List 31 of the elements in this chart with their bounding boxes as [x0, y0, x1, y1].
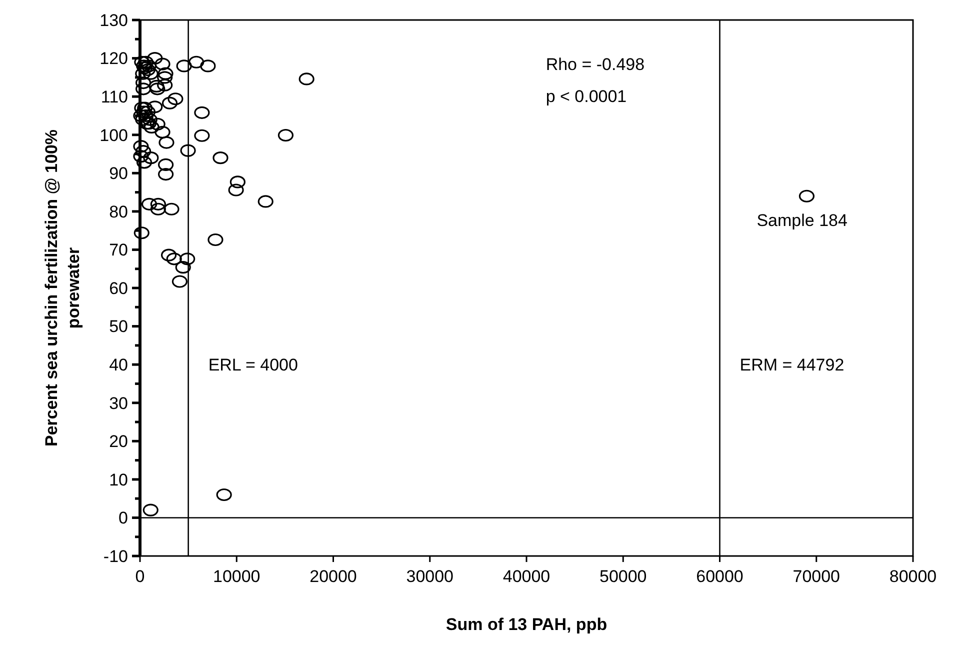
x-tick-label: 80000 — [889, 567, 937, 586]
y-tick-label: 70 — [109, 240, 128, 260]
y-tick-label: 20 — [109, 432, 128, 452]
y-tick-label: 80 — [109, 202, 128, 222]
y-tick-label: 30 — [109, 394, 128, 413]
x-tick-label: 50000 — [599, 567, 647, 586]
annotation: ERM = 44792 — [740, 356, 844, 375]
y-tick-label: 60 — [109, 278, 128, 298]
y-tick-label: 50 — [109, 317, 128, 336]
x-tick-label: 0 — [135, 567, 145, 586]
y-tick-label: 90 — [109, 164, 128, 184]
x-tick-label: 40000 — [502, 567, 550, 586]
annotation: Rho = -0.498 — [546, 54, 645, 74]
y-tick-label: 120 — [100, 49, 128, 68]
y-tick-label: 110 — [100, 88, 128, 107]
annotation: p < 0.0001 — [546, 86, 627, 106]
annotation: Sample 184 — [756, 211, 848, 230]
x-axis-title: Sum of 13 PAH, ppb — [446, 615, 608, 634]
y-tick-label: 0 — [118, 508, 128, 528]
y-tick-label: -10 — [103, 546, 128, 566]
x-tick-label: 70000 — [792, 567, 840, 586]
x-tick-label: 10000 — [212, 567, 260, 586]
x-tick-label: 60000 — [696, 567, 744, 586]
x-tick-label: 30000 — [406, 567, 454, 586]
y-tick-label: 130 — [100, 10, 128, 30]
x-tick-label: 20000 — [310, 567, 357, 586]
y-axis-title: Percent sea urchin fertilization @ 100% porewater — [42, 129, 83, 447]
y-tick-label: 40 — [109, 356, 128, 375]
y-tick-label: 100 — [100, 126, 128, 145]
annotation: ERL = 4000 — [208, 356, 298, 375]
y-tick-label: 10 — [109, 470, 128, 490]
